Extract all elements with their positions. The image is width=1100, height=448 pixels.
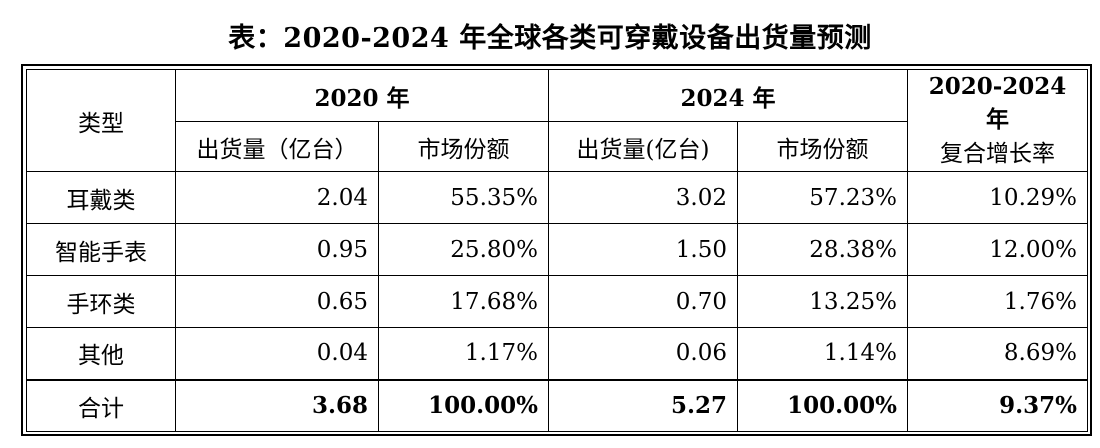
cell-total-shipments-2024: 5.27 <box>548 378 738 432</box>
header-shipments-2020: 出货量（亿台） <box>175 121 379 172</box>
header-year-2020: 2020 年 <box>175 69 549 122</box>
cell-total-cagr: 9.37% <box>907 378 1088 432</box>
wearables-shipment-table: 类型 2020 年 2024 年 2020-2024 年 复合增长率 出货量（亿… <box>26 69 1088 432</box>
header-type: 类型 <box>26 69 176 172</box>
header-shipments-2024: 出货量(亿台) <box>548 121 738 172</box>
cell-share-2024: 57.23% <box>737 171 908 224</box>
cell-cagr: 8.69% <box>907 327 1088 380</box>
cell-shipments-2020: 2.04 <box>175 171 379 224</box>
cell-total-shipments-2020: 3.68 <box>175 378 379 432</box>
cell-type: 耳戴类 <box>26 171 176 224</box>
cell-share-2024: 1.14% <box>737 327 908 380</box>
cell-shipments-2020: 0.95 <box>175 223 379 276</box>
cell-share-2024: 28.38% <box>737 223 908 276</box>
table-row: 其他 0.04 1.17% 0.06 1.14% 8.69% <box>26 327 1088 380</box>
table-frame: 类型 2020 年 2024 年 2020-2024 年 复合增长率 出货量（亿… <box>21 64 1092 436</box>
cell-cagr: 1.76% <box>907 275 1088 328</box>
header-cagr-label: 复合增长率 <box>940 141 1055 167</box>
header-share-2020: 市场份额 <box>378 121 549 172</box>
cell-type: 智能手表 <box>26 223 176 276</box>
table-row: 手环类 0.65 17.68% 0.70 13.25% 1.76% <box>26 275 1088 328</box>
cell-shipments-2024: 3.02 <box>548 171 738 224</box>
cell-type: 其他 <box>26 327 176 380</box>
cell-cagr: 10.29% <box>907 171 1088 224</box>
cell-total-share-2020: 100.00% <box>378 378 549 432</box>
header-cagr-years: 2020-2024 年 <box>928 73 1067 133</box>
table-row: 智能手表 0.95 25.80% 1.50 28.38% 12.00% <box>26 223 1088 276</box>
cell-cagr: 12.00% <box>907 223 1088 276</box>
cell-type: 手环类 <box>26 275 176 328</box>
cell-total-label: 合计 <box>26 378 176 432</box>
cell-shipments-2024: 0.70 <box>548 275 738 328</box>
cell-total-share-2024: 100.00% <box>737 378 908 432</box>
header-share-2024: 市场份额 <box>737 121 908 172</box>
cell-shipments-2024: 1.50 <box>548 223 738 276</box>
table-title: 表：2020-2024 年全球各类可穿戴设备出货量预测 <box>228 23 872 54</box>
cell-share-2020: 55.35% <box>378 171 549 224</box>
cell-share-2020: 1.17% <box>378 327 549 380</box>
table-row: 耳戴类 2.04 55.35% 3.02 57.23% 10.29% <box>26 171 1088 224</box>
cell-share-2020: 25.80% <box>378 223 549 276</box>
cell-share-2024: 13.25% <box>737 275 908 328</box>
cell-shipments-2024: 0.06 <box>548 327 738 380</box>
header-year-2024: 2024 年 <box>548 69 908 122</box>
cell-shipments-2020: 0.04 <box>175 327 379 380</box>
header-cagr: 2020-2024 年 复合增长率 <box>907 69 1088 172</box>
total-row: 合计 3.68 100.00% 5.27 100.00% 9.37% <box>26 378 1088 432</box>
cell-share-2020: 17.68% <box>378 275 549 328</box>
cell-shipments-2020: 0.65 <box>175 275 379 328</box>
